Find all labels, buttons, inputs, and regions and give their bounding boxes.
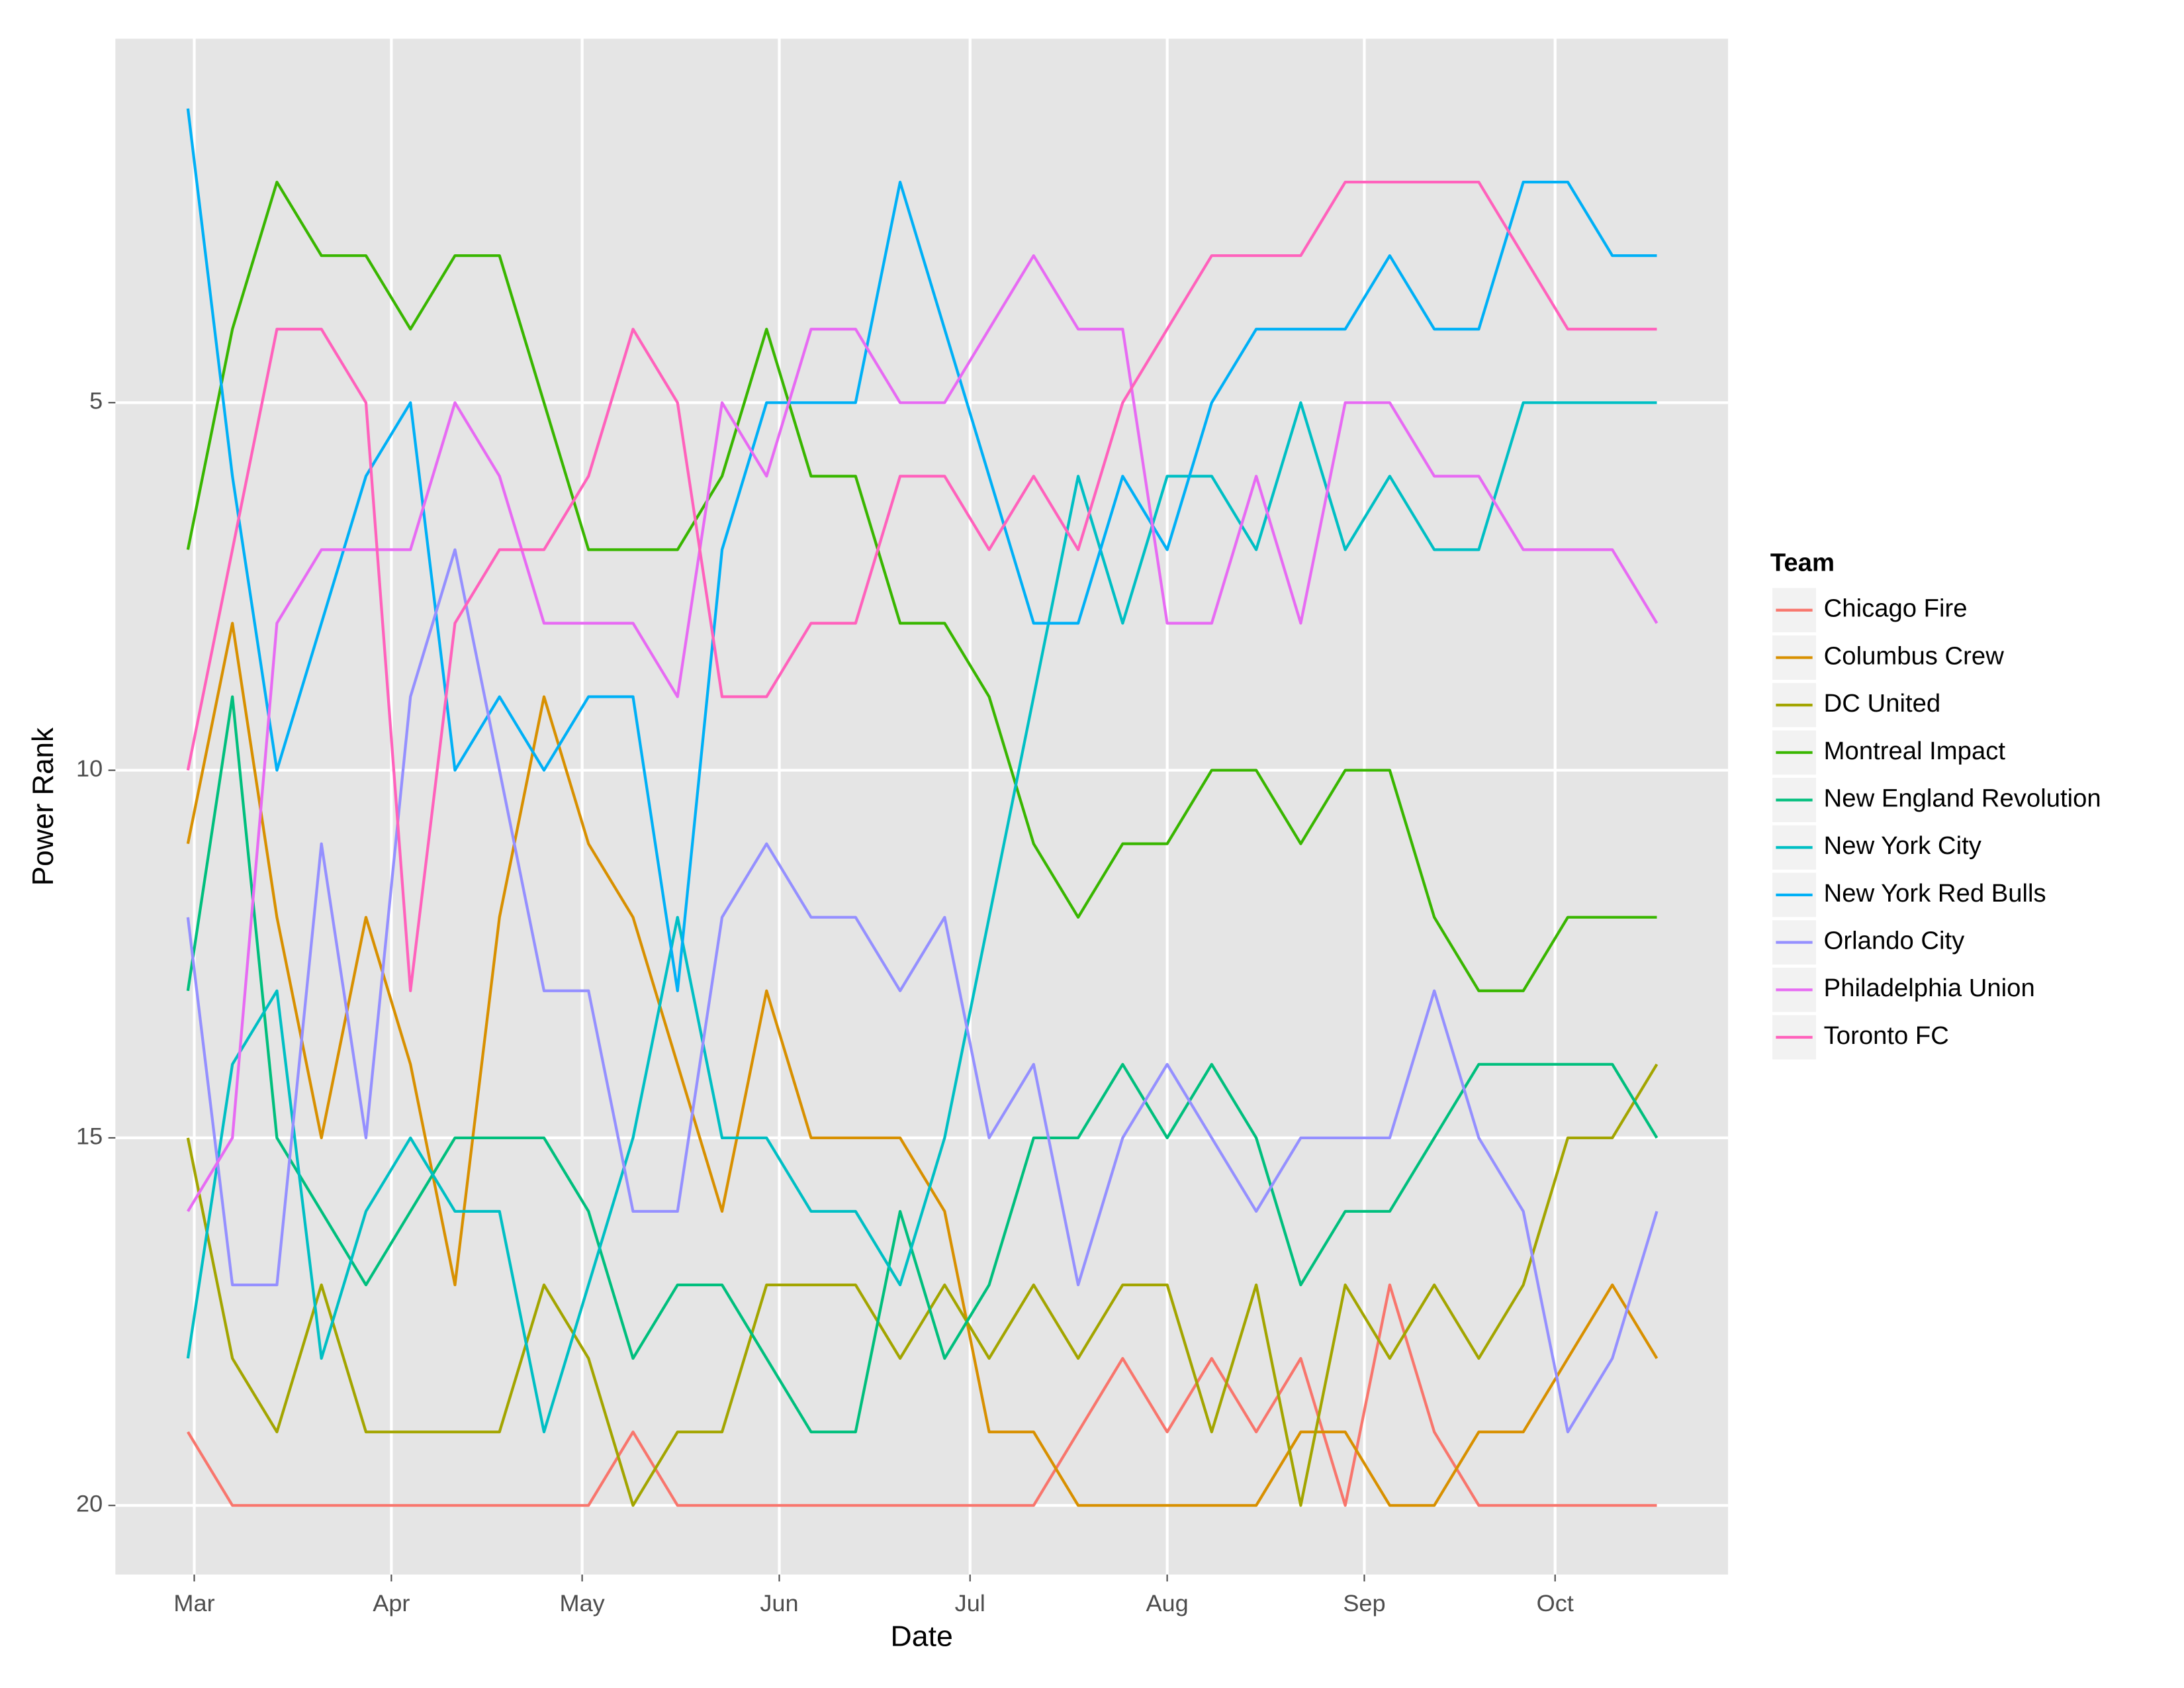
plot-panel	[115, 38, 1729, 1575]
y-tick-label: 5	[89, 388, 103, 414]
legend-label: New York City	[1824, 832, 1981, 860]
legend-label: DC United	[1824, 690, 1940, 718]
legend-label: Montreal Impact	[1824, 737, 2006, 765]
legend-label: Toronto FC	[1824, 1022, 1949, 1050]
legend: Team Chicago Fire Columbus Crew DC United Mo…	[1770, 549, 2101, 1061]
legend-label: New England Revolution	[1824, 785, 2101, 813]
x-axis-title: Date	[891, 1620, 953, 1653]
x-tick-label: Mar	[173, 1590, 214, 1617]
x-tick-label: Sep	[1343, 1590, 1385, 1617]
grid	[115, 38, 1729, 1575]
y-tick-label: 20	[76, 1491, 103, 1517]
legend-label: New York Red Bulls	[1824, 880, 2046, 908]
x-tick-label: Oct	[1537, 1590, 1574, 1617]
series-line	[186, 180, 1657, 992]
y-tick-label: 10	[76, 755, 103, 782]
legend-label: Philadelphia Union	[1824, 975, 2035, 1003]
series-line	[186, 401, 1657, 1434]
series-line	[186, 108, 1657, 992]
series-line	[187, 1283, 1657, 1507]
x-tick-label: May	[559, 1590, 604, 1617]
series-line	[186, 548, 1659, 1434]
y-axis-title: Power Rank	[26, 727, 59, 886]
lines	[186, 108, 1659, 1507]
x-tick-label: Jun	[760, 1590, 798, 1617]
legend-label: Columbus Crew	[1824, 643, 2005, 671]
x-tick-label: Jul	[955, 1590, 985, 1617]
x-tick-label: Apr	[373, 1590, 410, 1617]
series-line	[186, 1063, 1659, 1507]
legend-title: Team	[1770, 549, 1835, 577]
legend-label: Chicago Fire	[1824, 595, 1968, 623]
series-line	[186, 180, 1657, 992]
y-tick-label: 15	[76, 1123, 103, 1150]
series-line	[187, 254, 1659, 1213]
legend-label: Orlando City	[1824, 927, 1965, 955]
x-tick-label: Aug	[1146, 1590, 1188, 1617]
axes: 5 10 15 20 Mar Apr May Jun Jul Aug Sep Oct	[76, 388, 1574, 1617]
